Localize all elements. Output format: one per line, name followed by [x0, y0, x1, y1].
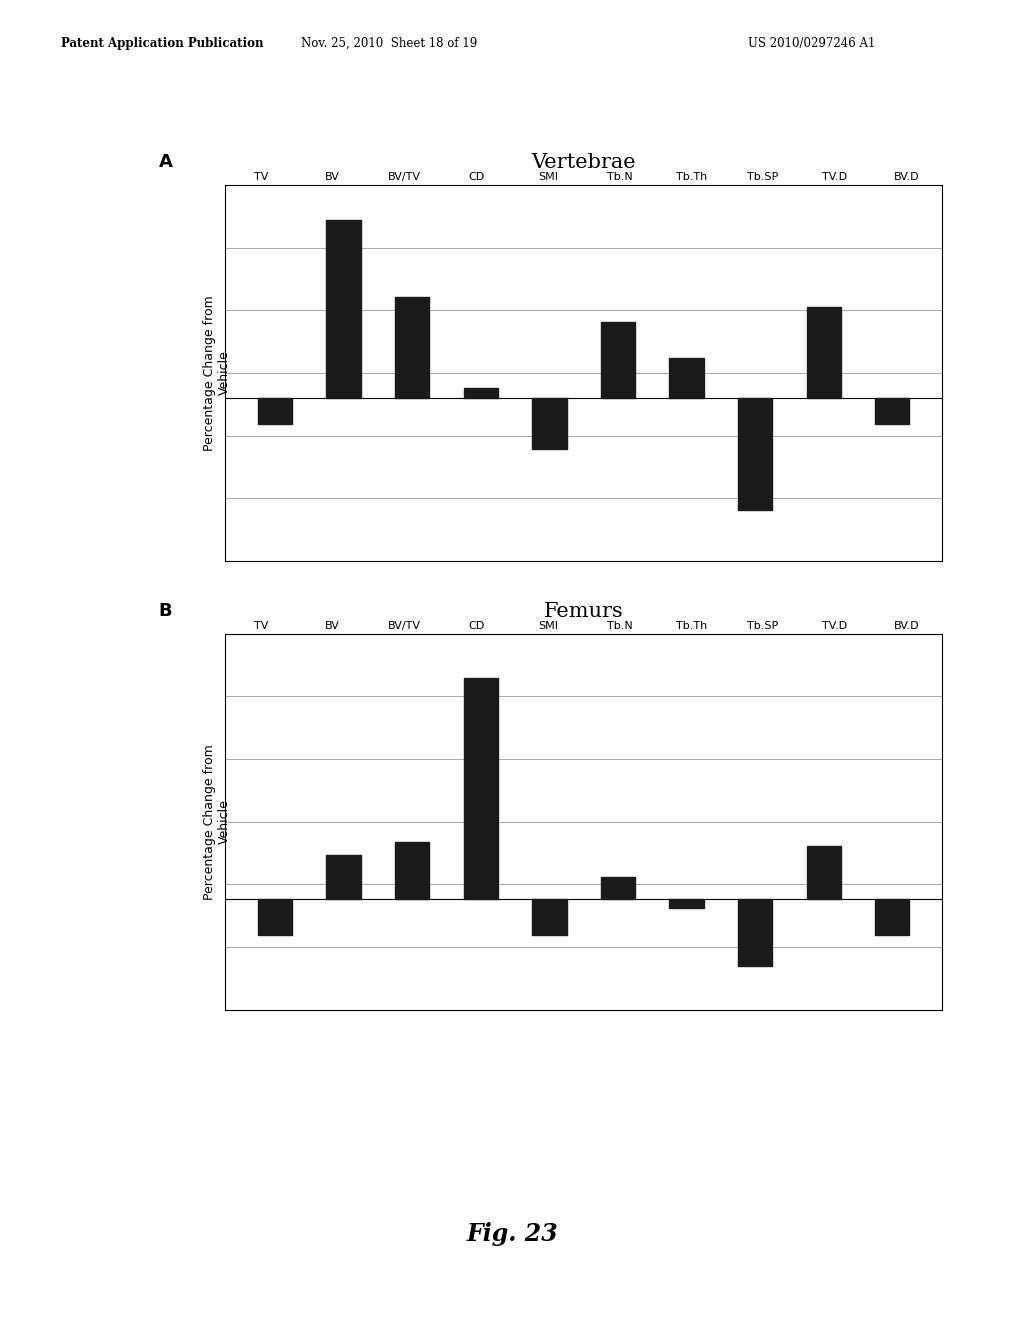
Text: SMI: SMI	[538, 620, 558, 631]
Bar	[738, 399, 772, 510]
Text: BV: BV	[326, 172, 340, 182]
Text: BV: BV	[326, 620, 340, 631]
Bar	[601, 322, 635, 399]
Text: TV: TV	[254, 172, 268, 182]
Bar	[532, 899, 566, 935]
Bar	[670, 899, 703, 908]
Text: Femurs: Femurs	[544, 602, 624, 620]
Bar	[258, 899, 292, 935]
Text: Tb.N: Tb.N	[606, 620, 633, 631]
Text: BV.D: BV.D	[893, 620, 920, 631]
Text: Tb.N: Tb.N	[606, 172, 633, 182]
Bar	[807, 306, 841, 399]
Text: Fig. 23: Fig. 23	[466, 1222, 558, 1246]
Bar	[395, 297, 429, 399]
Text: Nov. 25, 2010  Sheet 18 of 19: Nov. 25, 2010 Sheet 18 of 19	[301, 37, 477, 50]
Bar	[807, 846, 841, 899]
Text: A: A	[159, 153, 173, 172]
Bar	[395, 842, 429, 899]
Text: BV.D: BV.D	[893, 172, 920, 182]
Text: US 2010/0297246 A1: US 2010/0297246 A1	[748, 37, 874, 50]
Bar	[876, 399, 909, 424]
Bar	[464, 678, 498, 899]
Bar	[876, 899, 909, 935]
Text: TV: TV	[254, 620, 268, 631]
Bar	[601, 876, 635, 899]
Text: Patent Application Publication: Patent Application Publication	[61, 37, 264, 50]
Text: CD: CD	[468, 172, 484, 182]
Y-axis label: Percentage Change from
Vehicle: Percentage Change from Vehicle	[203, 296, 231, 450]
Y-axis label: Percentage Change from
Vehicle: Percentage Change from Vehicle	[203, 744, 231, 899]
Bar	[258, 399, 292, 424]
Text: TV.D: TV.D	[822, 620, 847, 631]
Text: TV.D: TV.D	[822, 172, 847, 182]
Text: SMI: SMI	[538, 172, 558, 182]
Bar	[327, 220, 360, 399]
Bar	[670, 358, 703, 399]
Bar	[532, 399, 566, 449]
Text: Tb.Th: Tb.Th	[676, 620, 707, 631]
Text: Tb.SP: Tb.SP	[748, 620, 778, 631]
Text: Tb.SP: Tb.SP	[748, 172, 778, 182]
Text: BV/TV: BV/TV	[388, 172, 421, 182]
Text: Vertebrae: Vertebrae	[531, 153, 636, 172]
Text: CD: CD	[468, 620, 484, 631]
Text: BV/TV: BV/TV	[388, 620, 421, 631]
Text: B: B	[159, 602, 172, 620]
Text: Tb.Th: Tb.Th	[676, 172, 707, 182]
Bar	[464, 388, 498, 399]
Bar	[327, 855, 360, 899]
Bar	[738, 899, 772, 965]
